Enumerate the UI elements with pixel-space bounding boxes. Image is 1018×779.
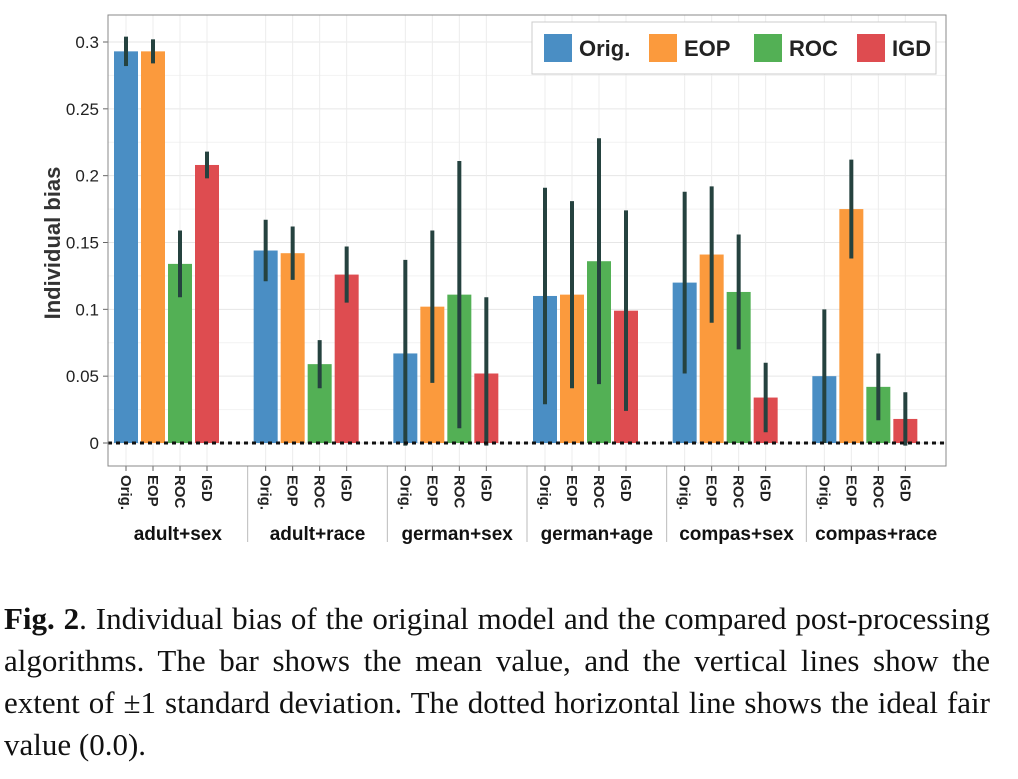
bar-chart: 0 0.05 0.1 0.15 0.2 0.25 0.3 Orig. EOP ROC IGD adul… xyxy=(40,14,947,545)
bar-adult+race-orig xyxy=(253,250,278,443)
plot-frame xyxy=(107,14,947,467)
method-tick-label: Orig. xyxy=(815,475,832,510)
group-label: german+sex xyxy=(401,524,513,545)
method-tick-label: Orig. xyxy=(117,475,134,510)
method-tick-label: ROC xyxy=(311,475,328,509)
method-tick-label: ROC xyxy=(590,475,607,509)
legend-swatch xyxy=(754,34,782,62)
method-tick-label: Orig. xyxy=(536,475,553,510)
method-tick-label: IGD xyxy=(477,475,494,502)
y-tick-label: 0 xyxy=(90,434,99,453)
group-label: compas+sex xyxy=(679,524,794,545)
bar-adult+sex-orig xyxy=(114,51,138,444)
legend-label: IGD xyxy=(892,36,931,61)
method-tick-label: EOP xyxy=(144,475,161,507)
method-tick-label: ROC xyxy=(730,475,747,509)
method-tick-label: IGD xyxy=(617,475,634,502)
legend-swatch xyxy=(857,34,885,62)
caption-text: . Individual bias of the original model … xyxy=(4,601,990,762)
error-bars xyxy=(124,36,908,446)
legend-label: Orig. xyxy=(579,36,630,61)
legend: Orig. EOP ROC IGD xyxy=(531,21,937,75)
group-label: german+age xyxy=(541,524,653,545)
legend-swatch xyxy=(544,34,572,62)
y-tick-label: 0.25 xyxy=(66,100,99,119)
plot-area xyxy=(108,15,946,466)
method-tick-label: ROC xyxy=(171,475,188,509)
method-tick-label: ROC xyxy=(869,475,886,509)
method-tick-label: IGD xyxy=(896,475,913,502)
method-tick-label: IGD xyxy=(757,475,774,502)
y-tick-label: 0.3 xyxy=(75,33,99,52)
method-tick-label: Orig. xyxy=(396,475,413,510)
method-tick-label: IGD xyxy=(338,475,355,502)
legend-swatch xyxy=(649,34,677,62)
method-tick-label: ROC xyxy=(450,475,467,509)
method-tick-label: Orig. xyxy=(676,475,693,510)
caption-label: Fig. 2 xyxy=(4,601,80,636)
y-tick-label: 0.15 xyxy=(66,234,99,253)
y-tick-label: 0.1 xyxy=(75,300,99,319)
legend-label: EOP xyxy=(684,36,730,61)
group-label: adult+race xyxy=(270,524,366,545)
method-tick-label: EOP xyxy=(423,475,440,507)
y-tick-label: 0.05 xyxy=(66,367,99,386)
axes: 0 0.05 0.1 0.15 0.2 0.25 0.3 Orig. EOP ROC IGD adul… xyxy=(66,14,947,545)
method-tick-label: EOP xyxy=(284,475,301,507)
method-tick-label: IGD xyxy=(198,475,215,502)
method-tick-label: EOP xyxy=(842,475,859,507)
bar-adult+sex-igd xyxy=(195,164,219,443)
figure-caption: Fig. 2. Individual bias of the original … xyxy=(4,598,990,766)
group-label: compas+race xyxy=(815,524,937,545)
method-tick-label: Orig. xyxy=(257,475,274,510)
group-label: adult+sex xyxy=(134,524,223,545)
method-tick-label: EOP xyxy=(703,475,720,507)
bar-adult+sex-eop xyxy=(141,51,165,444)
method-tick-label: EOP xyxy=(563,475,580,507)
y-axis-label: Individual bias xyxy=(40,167,65,320)
legend-label: ROC xyxy=(789,36,838,61)
y-tick-label: 0.2 xyxy=(75,167,99,186)
bar-adult+race-eop xyxy=(280,253,305,443)
